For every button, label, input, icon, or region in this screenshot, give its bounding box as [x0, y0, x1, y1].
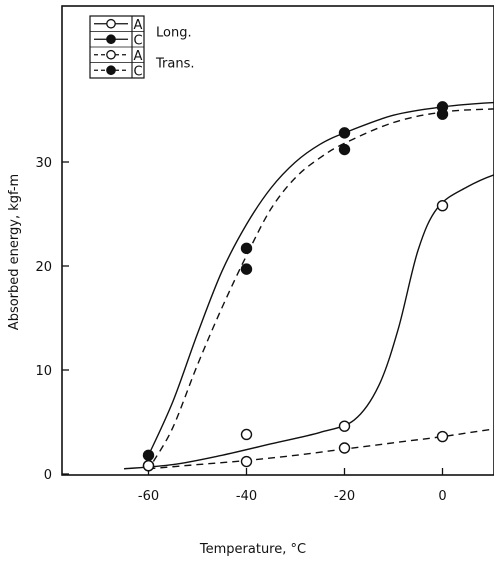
legend-marker [106, 34, 116, 45]
legend-group-label: Trans. [155, 57, 195, 72]
data-point-trans_A [436, 430, 449, 443]
x-axis-title: Temperature, °C [199, 542, 306, 557]
data-point-trans_A [338, 442, 351, 454]
legend-entry-label: A [134, 18, 143, 33]
legend-marker [106, 18, 116, 29]
x-tick-label: -40 [236, 489, 257, 504]
data-point-long_A [338, 420, 351, 432]
data-point-long_C [240, 263, 253, 275]
series-line-long_A [123, 174, 494, 470]
series-line-trans_A [148, 428, 494, 470]
x-tick-label: -60 [138, 489, 159, 504]
legend-entry-label: C [133, 33, 142, 48]
y-tick-label: 10 [35, 364, 52, 379]
series-curves [123, 101, 494, 470]
legend-marker [106, 49, 116, 60]
series-line-long_C [147, 101, 494, 456]
data-point-long_C [142, 449, 155, 461]
y-axis-title: Absorbed energy, kgf-m [7, 174, 22, 330]
axes: -60-40-200200102030 [35, 156, 446, 504]
data-points [142, 101, 449, 472]
y-tick-label: 30 [35, 156, 52, 171]
data-point-long_C [338, 127, 351, 139]
legend-group-label: Long. [156, 26, 192, 41]
data-point-long_C [240, 242, 253, 255]
legend-marker [106, 65, 116, 76]
data-point-trans_A [240, 455, 253, 468]
data-point-long_A [436, 199, 449, 212]
data-point-long_C [436, 108, 449, 120]
legend-entry-label: A [134, 49, 143, 64]
x-tick-label: -20 [334, 489, 355, 504]
plot-frame [61, 5, 494, 476]
y-tick-label: 0 [44, 468, 52, 483]
data-point-trans_A [142, 459, 155, 472]
series-line-trans_C [152, 108, 494, 462]
data-point-long_A [240, 428, 253, 441]
legend-entry-label: C [133, 64, 142, 79]
data-point-long_C [338, 143, 351, 156]
y-tick-label: 20 [35, 260, 52, 275]
x-tick-label: 0 [438, 489, 446, 504]
